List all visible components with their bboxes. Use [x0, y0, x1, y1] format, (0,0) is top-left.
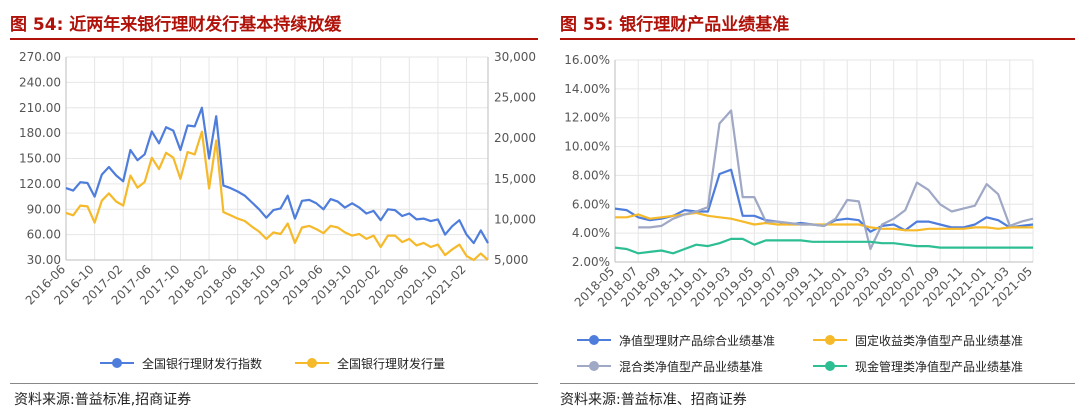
legend-marker [112, 358, 122, 368]
legend-label: 全国银行理财发行指数 [142, 356, 262, 371]
series-line-1 [65, 130, 489, 262]
y-tick-label: 180.00 [19, 126, 61, 140]
y-tick-label: 60.00 [27, 228, 61, 242]
y-tick-label: 14.00% [564, 82, 610, 96]
y-right-tick-label: 30,000 [494, 50, 536, 64]
y-tick-label: 150.00 [19, 152, 61, 166]
y-tick-label: 12.00% [564, 111, 610, 125]
left-chart: 270.00 240.00 210.00 180.00 150.00 120.00 90.0… [19, 50, 536, 371]
right-source-rule [560, 383, 1075, 384]
series-line-0 [65, 106, 489, 245]
right-figure-title: 图 55: 银行理财产品业绩基准 [560, 15, 790, 35]
legend-label: 混合类净值型产品业绩基准 [619, 359, 763, 374]
y-tick-label: 2.00% [572, 255, 610, 269]
y-right-tick-label: 15,000 [494, 172, 536, 186]
y-right-tick-label: 25,000 [494, 91, 536, 105]
legend-marker [589, 361, 599, 371]
right-source: 资料来源:普益标准、招商证券 [560, 392, 747, 408]
y-tick-label: 8.00% [572, 168, 610, 182]
legend-marker [825, 361, 835, 371]
left-source: 资料来源:普益标准,招商证券 [14, 392, 192, 408]
legend-label: 现金管理类净值型产品业绩基准 [855, 359, 1023, 374]
y-tick-label: 210.00 [19, 101, 61, 115]
y-tick-label: 10.00% [564, 140, 610, 154]
legend-marker [589, 335, 599, 345]
legend-marker [307, 358, 317, 368]
y-right-tick-label: 5,000 [494, 253, 528, 267]
legend-label: 固定收益类净值型产品业绩基准 [855, 333, 1023, 348]
y-tick-label: 90.00 [27, 202, 61, 216]
left-source-rule [10, 383, 538, 384]
left-panel: 图 54: 近两年来银行理财发行基本持续放缓 270.00 240.00 210.0… [10, 15, 538, 408]
y-tick-label: 4.00% [572, 226, 610, 240]
right-panel: 图 55: 银行理财产品业绩基准 16.00% 14.00% 12.00% 10.00… [555, 0, 1080, 415]
y-tick-label: 270.00 [19, 50, 61, 64]
legend-marker [825, 335, 835, 345]
y-tick-label: 6.00% [572, 197, 610, 211]
series-line-2 [638, 109, 1034, 251]
right-title-rule [560, 38, 1075, 40]
series-line-3 [614, 237, 1033, 255]
y-tick-label: 240.00 [19, 75, 61, 89]
y-right-tick-label: 10,000 [494, 212, 536, 226]
y-tick-label: 16.00% [564, 53, 610, 67]
legend-label: 全国银行理财发行量 [337, 356, 445, 371]
y-right-tick-label: 20,000 [494, 131, 536, 145]
y-tick-label: 30.00 [27, 253, 61, 267]
right-chart: 16.00% 14.00% 12.00% 10.00% 8.00% 6.00% 4.00% 2… [564, 53, 1035, 374]
y-tick-label: 120.00 [19, 177, 61, 191]
legend-label: 净值型理财产品综合业绩基准 [619, 333, 775, 348]
left-figure-title: 图 54: 近两年来银行理财发行基本持续放缓 [10, 15, 342, 35]
left-title-rule [10, 38, 538, 40]
